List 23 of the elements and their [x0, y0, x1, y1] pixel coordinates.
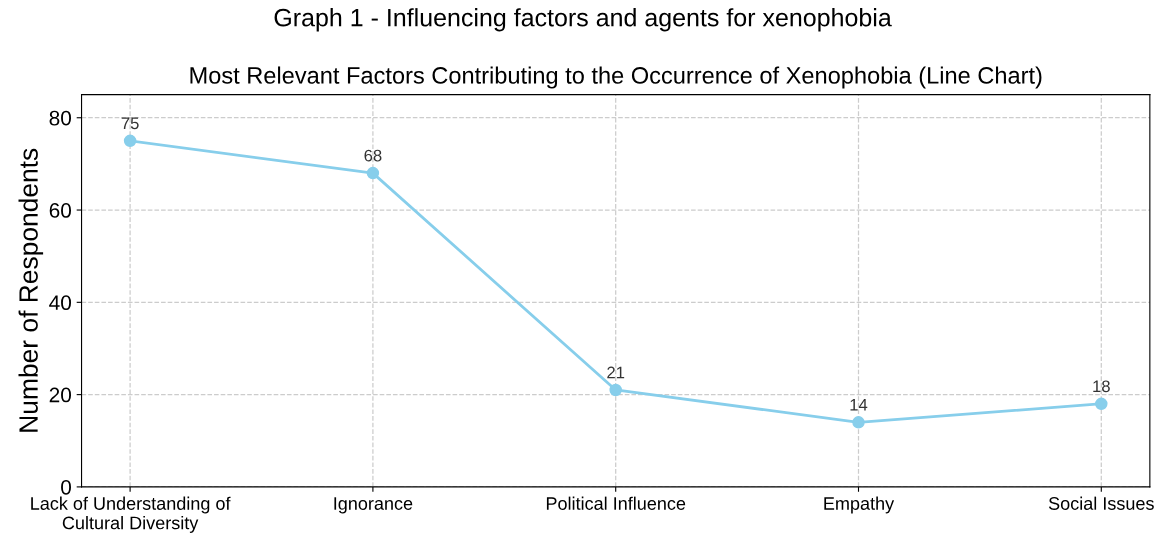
y-tick-label: 20: [49, 387, 72, 403]
x-tick-label: Empathy: [824, 496, 895, 514]
data-label: 68: [364, 149, 382, 162]
point: [852, 416, 865, 429]
y-tick-label: 40: [49, 295, 72, 311]
chart-subtitle: Most Relevant Factors Contributing to the Occurrence of Xenophobia (Line Chart): [190, 66, 1042, 89]
point: [123, 134, 137, 148]
x-tick-label: Lack of Understanding of Cultural Diversity: [31, 496, 231, 533]
y-tick-label: 60: [49, 203, 72, 218]
data-label: 75: [121, 117, 139, 130]
point: [609, 383, 622, 397]
y-tick-label: 0: [61, 479, 72, 495]
x-tick-label: Ignorance: [334, 497, 413, 514]
data-label: 21: [607, 366, 625, 379]
data-label: 14: [850, 399, 868, 411]
y-axis-title: Number of Respondents: [18, 148, 44, 432]
chart-title: Graph 1 - Influencing factors and agents for xenophobia: [274, 8, 892, 32]
point: [1095, 397, 1108, 411]
x-tick-label: Political Influence: [546, 496, 686, 510]
data-label: 18: [1093, 380, 1110, 393]
x-tick-label: Social Issues: [1048, 496, 1154, 510]
y-tick-label: 80: [49, 110, 72, 126]
point: [366, 166, 380, 180]
